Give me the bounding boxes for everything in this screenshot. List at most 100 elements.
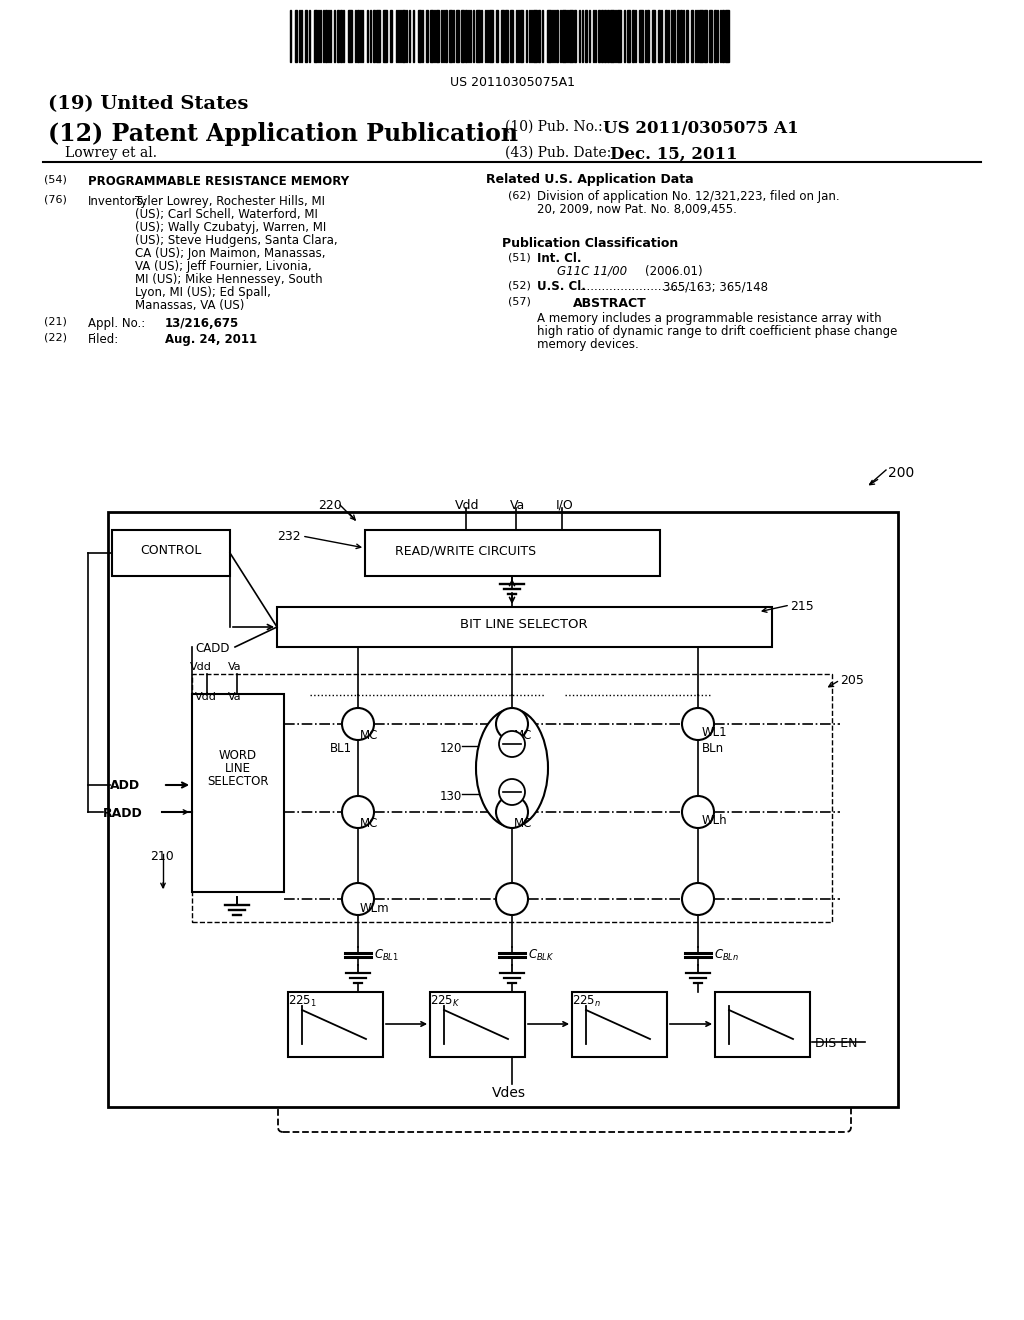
Text: G11C 11/00: G11C 11/00 xyxy=(557,265,627,279)
Text: 365/163; 365/148: 365/163; 365/148 xyxy=(663,280,768,293)
Bar xyxy=(639,11,643,62)
Bar xyxy=(598,11,600,62)
Text: U.S. Cl.: U.S. Cl. xyxy=(537,280,586,293)
Text: Vdes: Vdes xyxy=(492,1086,526,1100)
Text: (US); Steve Hudgens, Santa Clara,: (US); Steve Hudgens, Santa Clara, xyxy=(135,234,338,247)
Bar xyxy=(705,11,707,62)
Text: I/O: I/O xyxy=(556,499,573,512)
Text: MI (US); Mike Hennessey, South: MI (US); Mike Hennessey, South xyxy=(135,273,323,286)
Text: READ/WRITE CIRCUITS: READ/WRITE CIRCUITS xyxy=(395,544,537,557)
Bar xyxy=(505,11,508,62)
Bar xyxy=(465,11,467,62)
Text: (12) Patent Application Publication: (12) Patent Application Publication xyxy=(48,121,518,147)
Bar xyxy=(305,11,307,62)
Text: (US); Carl Schell, Waterford, MI: (US); Carl Schell, Waterford, MI xyxy=(135,209,317,220)
Text: 220: 220 xyxy=(318,499,342,512)
Bar xyxy=(112,531,230,576)
Bar xyxy=(617,11,621,62)
Circle shape xyxy=(499,731,525,756)
FancyBboxPatch shape xyxy=(278,669,851,1133)
Bar xyxy=(652,11,655,62)
Bar xyxy=(520,11,523,62)
Bar xyxy=(673,11,675,62)
Bar xyxy=(569,11,573,62)
Bar xyxy=(193,675,831,921)
Text: WLm: WLm xyxy=(360,902,389,915)
Bar xyxy=(340,11,342,62)
Text: CA (US); Jon Maimon, Manassas,: CA (US); Jon Maimon, Manassas, xyxy=(135,247,326,260)
Bar xyxy=(288,993,383,1057)
Text: (51): (51) xyxy=(508,252,530,261)
Bar xyxy=(538,11,540,62)
Circle shape xyxy=(682,883,714,915)
Text: 20, 2009, now Pat. No. 8,009,455.: 20, 2009, now Pat. No. 8,009,455. xyxy=(537,203,737,216)
Bar xyxy=(108,512,898,1107)
Text: A memory includes a programmable resistance array with: A memory includes a programmable resista… xyxy=(537,312,882,325)
Text: Vdd: Vdd xyxy=(455,499,479,512)
Text: Lowrey et al.: Lowrey et al. xyxy=(65,147,157,160)
Bar xyxy=(430,11,433,62)
Text: ABSTRACT: ABSTRACT xyxy=(573,297,647,310)
Bar xyxy=(585,11,587,62)
Text: (57): (57) xyxy=(508,297,530,308)
Text: Related U.S. Application Data: Related U.S. Application Data xyxy=(486,173,694,186)
Bar xyxy=(337,11,339,62)
Bar xyxy=(607,11,609,62)
Text: Vdd: Vdd xyxy=(190,663,212,672)
Circle shape xyxy=(342,883,374,915)
Text: BLK: BLK xyxy=(502,742,524,755)
Text: CADD: CADD xyxy=(195,642,229,655)
Text: $C_{BLK}$: $C_{BLK}$ xyxy=(528,948,554,962)
Text: SELECTOR: SELECTOR xyxy=(207,775,268,788)
Text: BL1: BL1 xyxy=(330,742,352,755)
Text: 232: 232 xyxy=(278,531,301,543)
Circle shape xyxy=(342,708,374,741)
Text: Aug. 24, 2011: Aug. 24, 2011 xyxy=(165,333,257,346)
Bar xyxy=(348,11,352,62)
Text: 13/216,675: 13/216,675 xyxy=(165,317,240,330)
Bar xyxy=(445,11,447,62)
Bar xyxy=(449,11,452,62)
Bar xyxy=(677,11,679,62)
Circle shape xyxy=(496,883,528,915)
Text: 215: 215 xyxy=(790,601,814,612)
Text: MC: MC xyxy=(514,729,532,742)
Bar xyxy=(365,531,660,576)
Text: BLn: BLn xyxy=(702,742,724,755)
Bar xyxy=(709,11,712,62)
Bar xyxy=(510,11,513,62)
Text: US 2011/0305075 A1: US 2011/0305075 A1 xyxy=(603,120,799,137)
Text: (62): (62) xyxy=(508,190,530,201)
Circle shape xyxy=(682,708,714,741)
Text: MC: MC xyxy=(360,817,379,830)
Text: US 20110305075A1: US 20110305075A1 xyxy=(450,77,574,88)
Bar xyxy=(436,11,439,62)
Text: 210: 210 xyxy=(150,850,174,863)
Text: $225_K$: $225_K$ xyxy=(430,994,461,1008)
Text: LINE: LINE xyxy=(225,762,251,775)
Bar xyxy=(574,11,575,62)
Bar xyxy=(534,11,537,62)
Bar xyxy=(680,11,682,62)
Text: Vdd: Vdd xyxy=(195,692,217,702)
Text: $C_{BL1}$: $C_{BL1}$ xyxy=(374,948,399,962)
Bar xyxy=(658,11,660,62)
Bar xyxy=(714,11,716,62)
Bar xyxy=(691,11,693,62)
Bar xyxy=(193,694,284,892)
Bar xyxy=(496,11,498,62)
Text: PROGRAMMABLE RESISTANCE MEMORY: PROGRAMMABLE RESISTANCE MEMORY xyxy=(88,176,349,187)
Bar xyxy=(627,11,630,62)
Bar xyxy=(489,11,493,62)
Text: VA (US); Jeff Fournier, Livonia,: VA (US); Jeff Fournier, Livonia, xyxy=(135,260,311,273)
Bar xyxy=(501,11,504,62)
Text: WLh: WLh xyxy=(702,814,728,828)
Text: CONTROL: CONTROL xyxy=(140,544,202,557)
Text: high ratio of dynamic range to drift coefficient phase change: high ratio of dynamic range to drift coe… xyxy=(537,325,897,338)
Text: MC: MC xyxy=(360,729,379,742)
Text: BIT LINE SELECTOR: BIT LINE SELECTOR xyxy=(460,618,588,631)
Bar xyxy=(295,11,297,62)
Text: (43) Pub. Date:: (43) Pub. Date: xyxy=(505,147,611,160)
Text: Int. Cl.: Int. Cl. xyxy=(537,252,582,265)
Bar xyxy=(647,11,649,62)
